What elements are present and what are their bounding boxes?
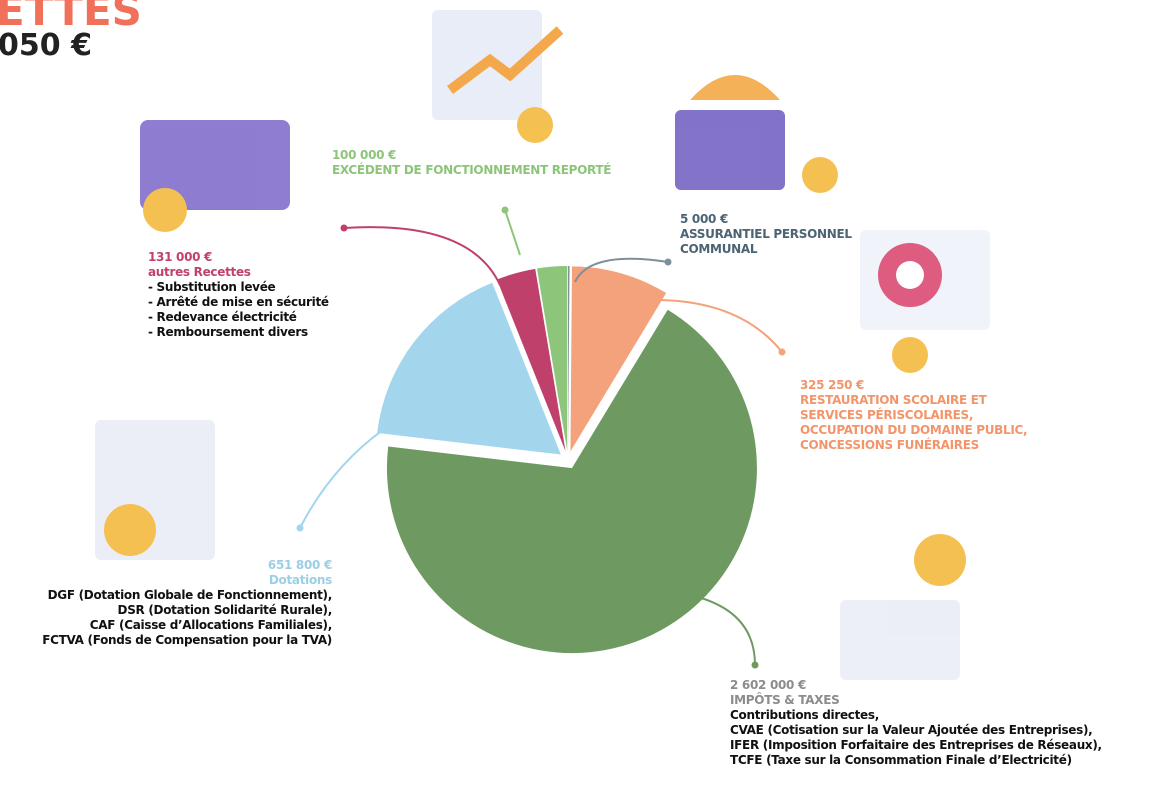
- slice-label: 100 000 €EXCÉDENT DE FONCTIONNEMENT REPO…: [332, 148, 662, 178]
- detail-line: DSR (Dotation Solidarité Rurale),: [0, 603, 332, 618]
- detail-line: - Redevance électricité: [148, 310, 378, 325]
- value-label: 131 000 €: [148, 250, 378, 265]
- detail-line: - Remboursement divers: [148, 325, 378, 340]
- category-label: ASSURANTIEL PERSONNEL COMMUNAL: [680, 227, 890, 257]
- category-label: IMPÔTS & TAXES: [730, 693, 1150, 708]
- arrow-head: [502, 207, 509, 214]
- arrow-head: [297, 525, 304, 532]
- arrow-head: [752, 662, 759, 669]
- detail-line: - Arrêté de mise en sécurité: [148, 295, 378, 310]
- slice-label: 131 000 €autres Recettes- Substitution l…: [148, 250, 378, 340]
- arrow: [505, 210, 520, 255]
- category-label: EXCÉDENT DE FONCTIONNEMENT REPORTÉ: [332, 163, 662, 178]
- detail-line: DGF (Dotation Globale de Fonctionnement)…: [0, 588, 332, 603]
- detail-line: Contributions directes,: [730, 708, 1150, 723]
- arrow-head: [779, 349, 786, 356]
- detail-line: TCFE (Taxe sur la Consommation Finale d’…: [730, 753, 1150, 768]
- category-label: Dotations: [0, 573, 332, 588]
- chart-subtitle: 050 €: [0, 28, 92, 63]
- pie-slice: [568, 266, 570, 451]
- value-label: 5 000 €: [680, 212, 890, 227]
- detail-line: CVAE (Cotisation sur la Valeur Ajoutée d…: [730, 723, 1150, 738]
- detail-line: CAF (Caisse d’Allocations Familiales),: [0, 618, 332, 633]
- arrow: [690, 595, 755, 665]
- arrow-head: [341, 225, 348, 232]
- slice-label: 325 250 €RESTAURATION SCOLAIRE ET SERVIC…: [800, 378, 1050, 453]
- value-label: 2 602 000 €: [730, 678, 1150, 693]
- category-label: autres Recettes: [148, 265, 378, 280]
- page: ETTES 050 € 5 000 €ASSURANTIEL PERSONNEL…: [0, 0, 1154, 787]
- value-label: 100 000 €: [332, 148, 662, 163]
- detail-line: FCTVA (Fonds de Compensation pour la TVA…: [0, 633, 332, 648]
- value-label: 325 250 €: [800, 378, 1050, 393]
- value-label: 651 800 €: [0, 558, 332, 573]
- detail-line: IFER (Imposition Forfaitaire des Entrepr…: [730, 738, 1150, 753]
- slice-label: 5 000 €ASSURANTIEL PERSONNEL COMMUNAL: [680, 212, 890, 257]
- arrow-head: [665, 259, 672, 266]
- category-label: RESTAURATION SCOLAIRE ET SERVICES PÉRISC…: [800, 393, 1050, 453]
- detail-line: - Substitution levée: [148, 280, 378, 295]
